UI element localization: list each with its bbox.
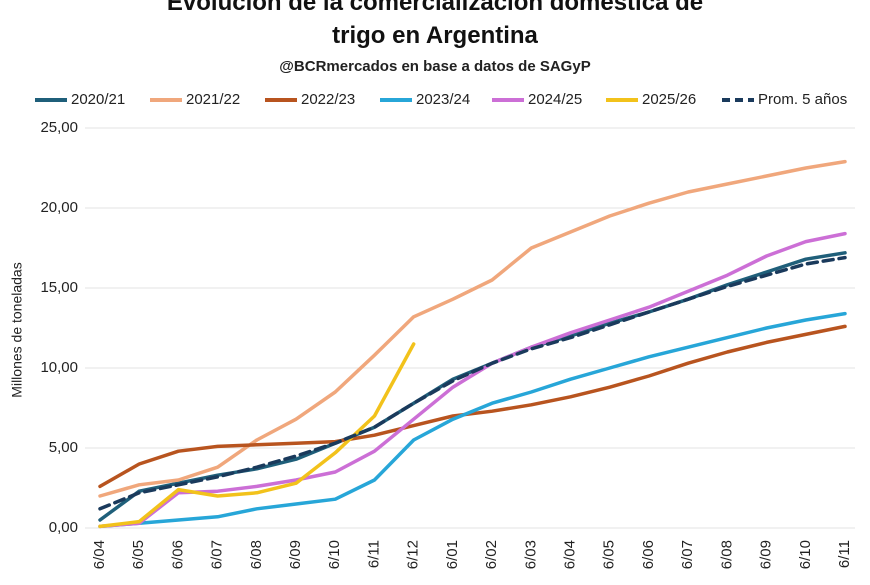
x-tick-label: 6/07: [209, 540, 226, 569]
x-tick-label: 6/09: [758, 540, 775, 569]
x-tick-label: 6/10: [797, 540, 814, 569]
x-tick-label: 6/06: [640, 540, 657, 569]
x-tick-label: 6/09: [287, 540, 304, 569]
x-tick-label: 6/04: [561, 540, 578, 569]
y-tick-label: 20,00: [40, 199, 78, 216]
series-line: [98, 251, 847, 522]
x-tick-label: 6/01: [444, 540, 461, 569]
y-tick-label: 5,00: [49, 439, 78, 456]
y-tick-label: 10,00: [40, 359, 78, 376]
legend-label: 2022/23: [301, 91, 355, 108]
legend-label: 2024/25: [528, 91, 582, 108]
y-tick-label: 15,00: [40, 279, 78, 296]
x-tick-label: 6/05: [130, 540, 147, 569]
series-line: [98, 255, 847, 511]
chart-title: Evolución de la comercialización domésti…: [166, 0, 704, 49]
legend-label: 2023/24: [416, 91, 470, 108]
series-line: [98, 159, 847, 498]
series-line: [98, 231, 847, 529]
y-axis-label: Millones de toneladas: [9, 262, 25, 397]
series-line: [98, 342, 416, 529]
legend-label: 2021/22: [186, 91, 240, 108]
x-tick-label: 6/05: [601, 540, 618, 569]
x-tick-label: 6/08: [248, 540, 265, 569]
legend-label: 2025/26: [642, 91, 696, 108]
chart-subtitle: @BCRmercados en base a datos de SAGyP: [279, 58, 590, 75]
series-line: [98, 324, 847, 489]
series-line: [98, 311, 847, 529]
x-tick-label: 6/12: [405, 540, 422, 569]
y-tick-label: 0,00: [49, 519, 78, 536]
x-tick-label: 6/02: [483, 540, 500, 569]
x-tick-label: 6/04: [91, 540, 108, 569]
y-tick-label: 25,00: [40, 119, 78, 136]
x-tick-label: 6/07: [679, 540, 696, 569]
x-tick-label: 6/10: [326, 540, 343, 569]
legend-label: 2020/21: [71, 91, 125, 108]
x-tick-label: 6/06: [169, 540, 186, 569]
x-tick-label: 6/11: [836, 540, 853, 568]
x-tick-label: 6/08: [718, 540, 735, 569]
x-tick-label: 6/03: [522, 540, 539, 569]
x-tick-label: 6/11: [365, 540, 382, 568]
legend-label: Prom. 5 años: [758, 91, 847, 108]
